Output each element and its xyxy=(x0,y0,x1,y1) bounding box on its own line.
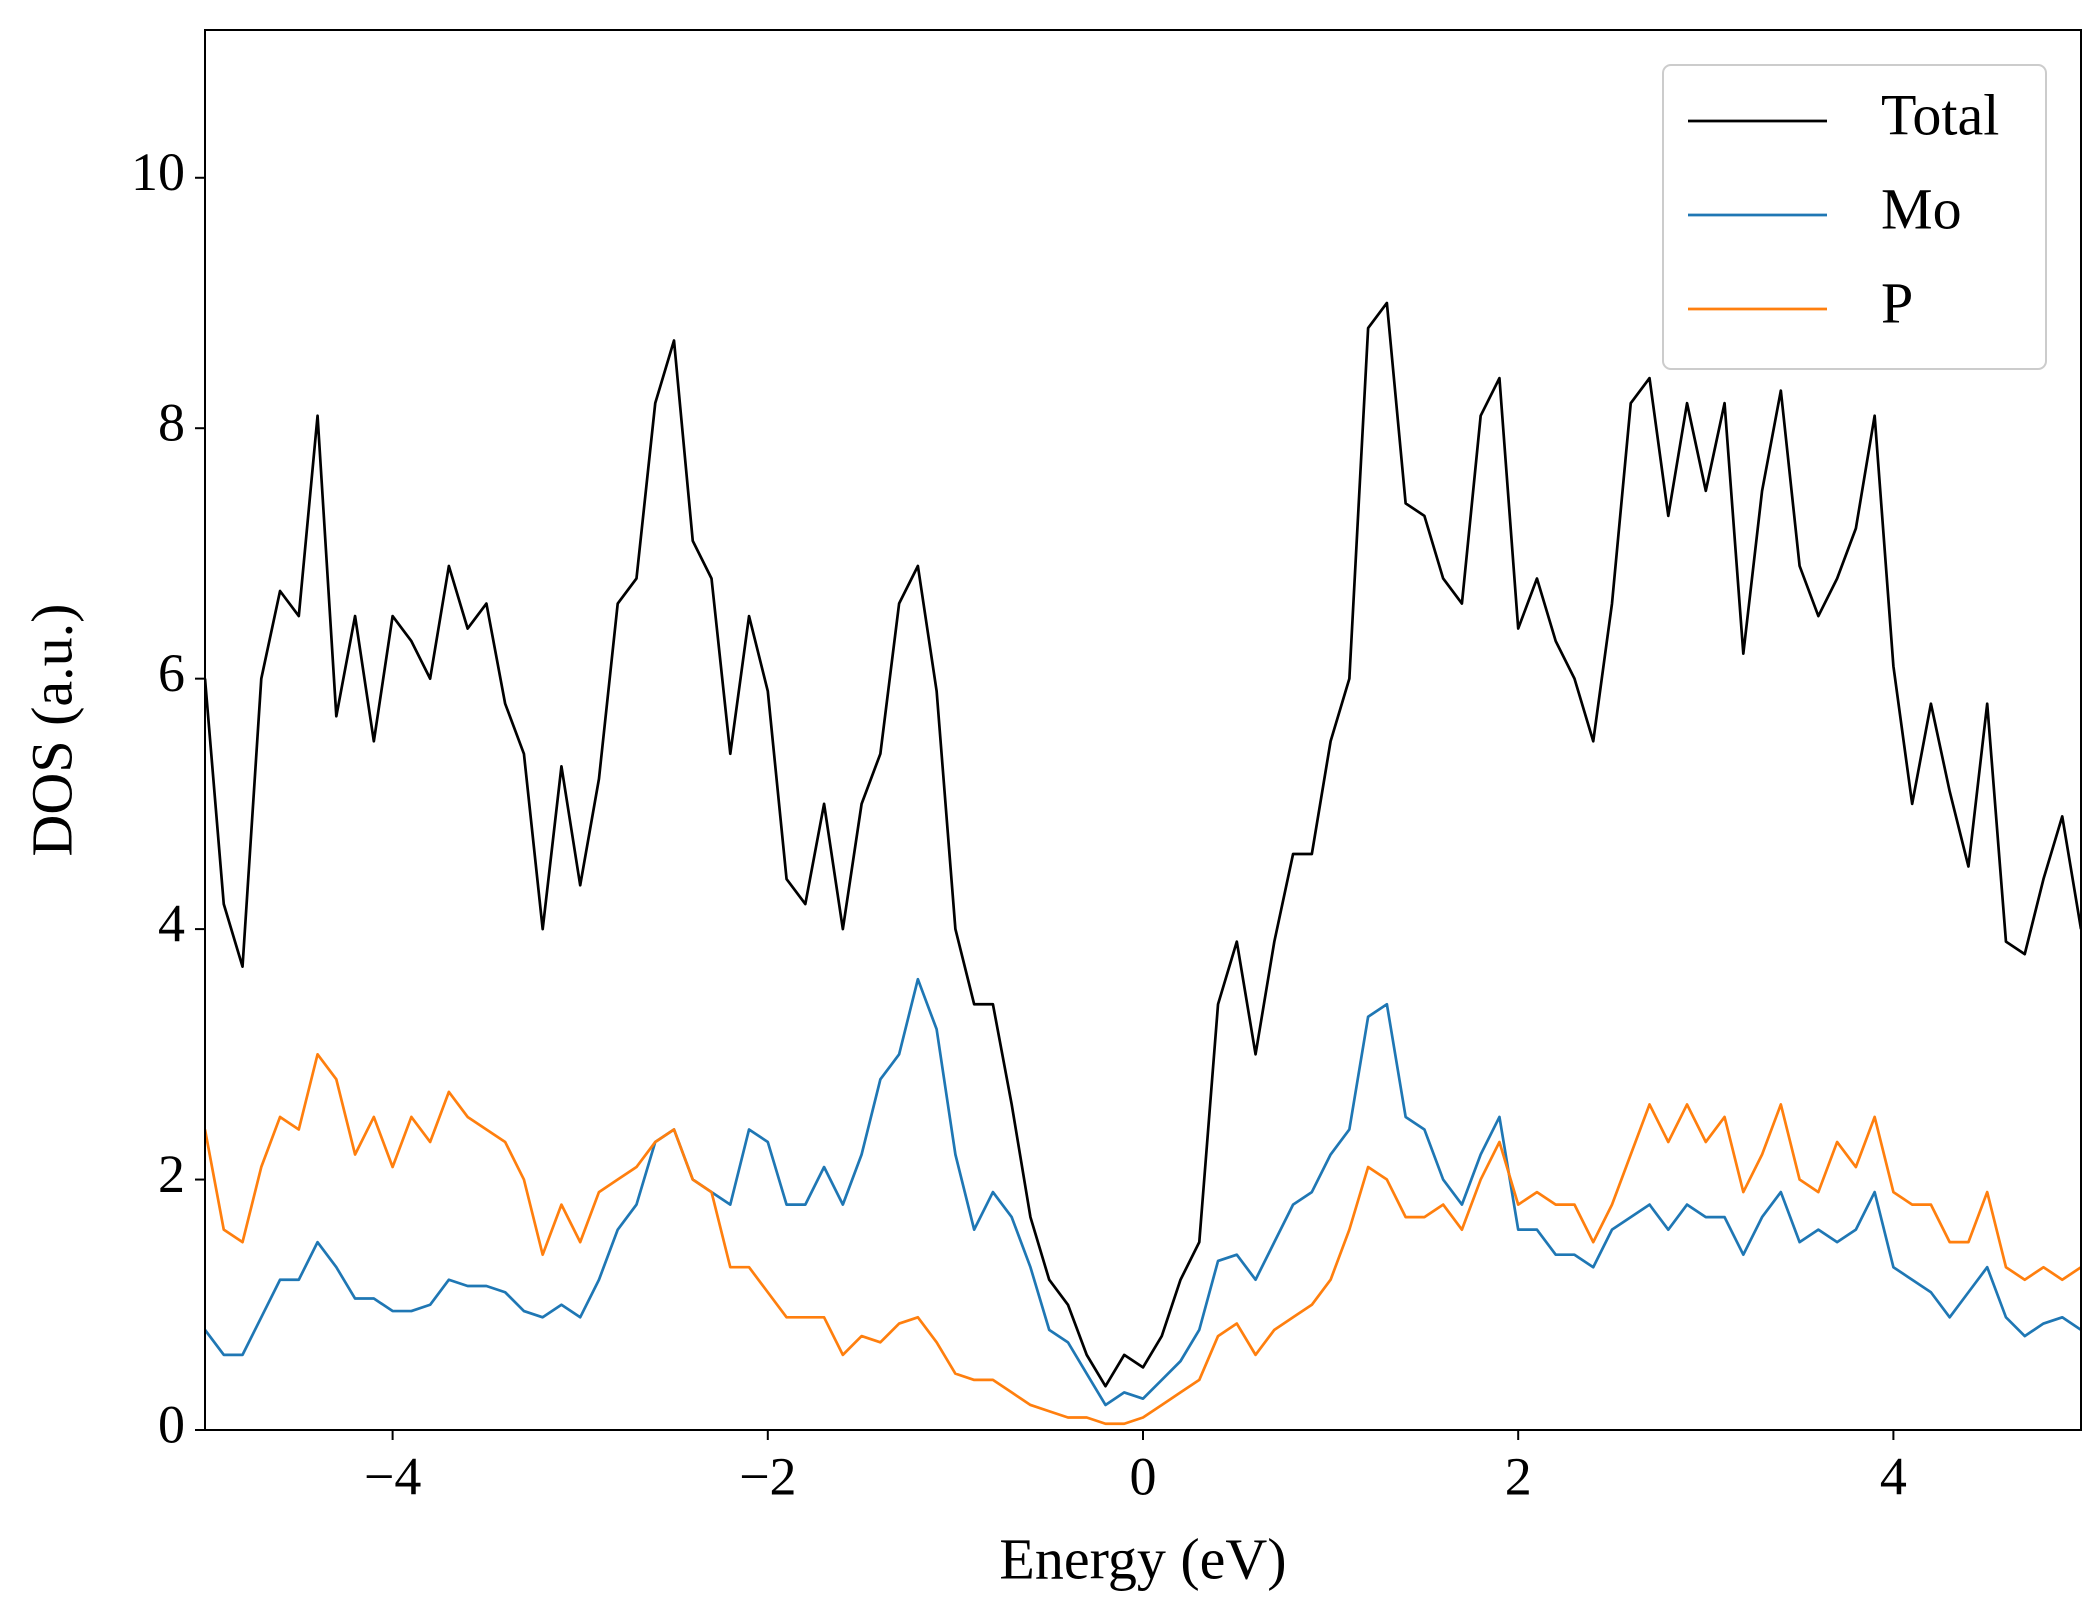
y-tick-label: 8 xyxy=(158,393,185,453)
y-tick-label: 4 xyxy=(158,893,185,953)
plot-area xyxy=(205,301,2081,1426)
x-tick-label: 0 xyxy=(1130,1446,1157,1506)
x-axis-label: Energy (eV) xyxy=(999,1526,1286,1591)
x-tick-label: −4 xyxy=(364,1446,421,1506)
legend-box xyxy=(1662,64,2047,370)
x-tick-label: −2 xyxy=(739,1446,796,1506)
series-line xyxy=(205,301,2081,1388)
y-axis-label: DOS (a.u.) xyxy=(19,604,84,857)
y-tick-label: 2 xyxy=(158,1144,185,1204)
x-tick-label: 4 xyxy=(1880,1446,1907,1506)
legend-label: Mo xyxy=(1881,176,1962,241)
y-tick-label: 10 xyxy=(131,142,185,202)
series-line xyxy=(205,977,2081,1407)
axes-frame xyxy=(204,29,2082,1431)
x-tick-label: 2 xyxy=(1505,1446,1532,1506)
series-line xyxy=(205,1052,2081,1426)
y-tick-label: 6 xyxy=(158,643,185,703)
legend-label: P xyxy=(1881,270,1913,335)
legend-label: Total xyxy=(1881,82,1999,147)
y-tick-label: 0 xyxy=(158,1394,185,1454)
